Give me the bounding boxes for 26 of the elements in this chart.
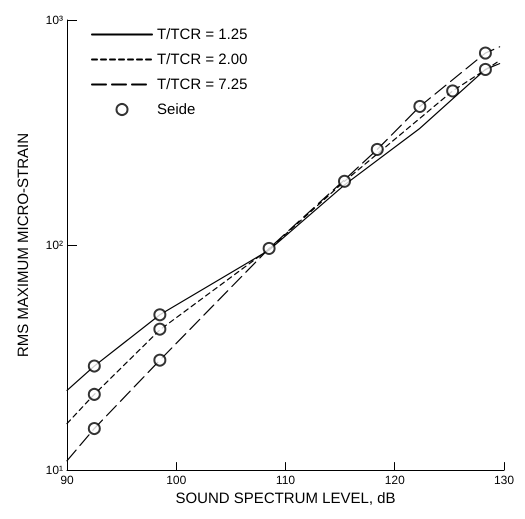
point: [153, 308, 166, 322]
x-tick-label: 130: [494, 473, 514, 488]
legend-label: T/TCR = 7.25: [157, 76, 248, 93]
y-axis-title: RMS MAXIMUM MICRO-STRAIN: [15, 132, 32, 358]
point: [446, 84, 460, 98]
point: [88, 360, 101, 373]
point: [413, 100, 426, 113]
x-tick-label: 100: [166, 473, 187, 488]
point: [88, 422, 101, 436]
point: [370, 142, 384, 156]
y-tick-label: 10²: [46, 238, 64, 252]
point: [153, 354, 166, 367]
point: [153, 322, 166, 336]
x-tick-label: 110: [276, 473, 296, 488]
x-tick-label: 120: [384, 473, 406, 488]
point: [262, 242, 276, 255]
y-tick-label: 10³: [46, 13, 64, 27]
point: [478, 62, 492, 76]
point: [338, 174, 351, 188]
x-axis-title: SOUND SPECTRUM LEVEL, dB: [175, 490, 396, 507]
point: [88, 388, 101, 401]
legend-label: T/TCR = 2.00: [157, 51, 248, 68]
point: [478, 46, 492, 60]
legend-label: T/TCR = 1.25: [157, 26, 248, 43]
x-tick-label: 90: [60, 473, 74, 488]
legend-label: Seide: [157, 101, 196, 118]
